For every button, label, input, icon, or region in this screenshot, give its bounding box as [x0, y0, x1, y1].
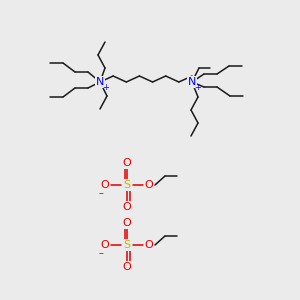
Text: –: –	[99, 248, 103, 258]
Text: N: N	[96, 77, 104, 87]
Text: –: –	[99, 188, 103, 198]
Text: O: O	[123, 218, 131, 228]
Text: +: +	[103, 82, 110, 91]
Text: O: O	[145, 180, 153, 190]
Text: +: +	[195, 82, 201, 91]
Text: O: O	[100, 180, 109, 190]
Text: S: S	[123, 180, 130, 190]
Text: O: O	[123, 158, 131, 168]
Text: O: O	[123, 202, 131, 212]
Text: O: O	[100, 240, 109, 250]
Text: O: O	[145, 240, 153, 250]
Text: N: N	[188, 77, 196, 87]
Text: O: O	[123, 262, 131, 272]
Text: S: S	[123, 240, 130, 250]
